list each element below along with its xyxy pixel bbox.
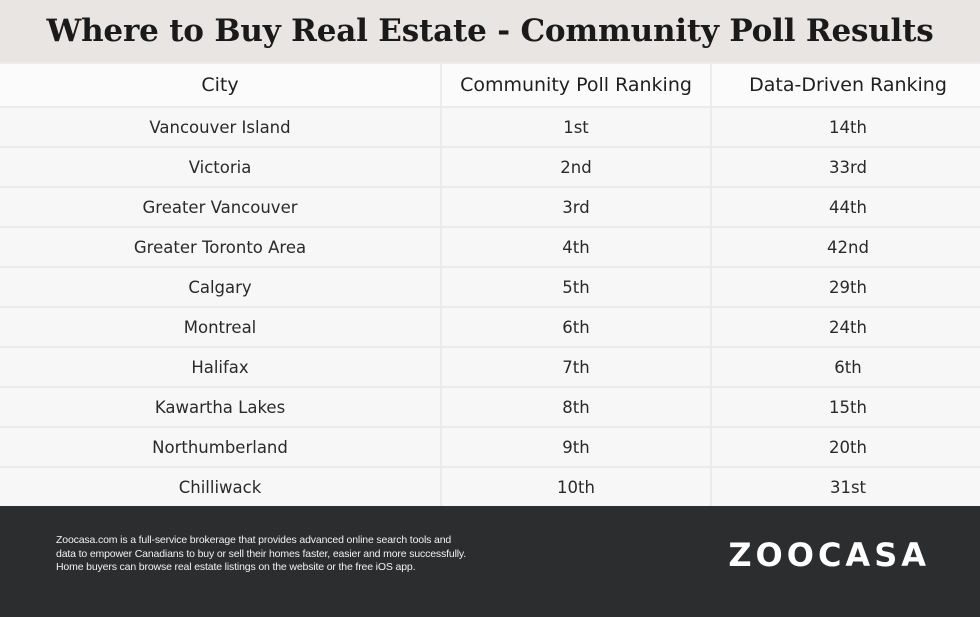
- community-rank-cell: 5th: [442, 268, 710, 306]
- data-rank-cell: 31st: [712, 468, 980, 506]
- footer-disclaimer-line: Home buyers can browse real estate listi…: [56, 561, 416, 573]
- community-rank-cell: 7th: [442, 348, 710, 386]
- table-row: Vancouver Island 1st 14th: [0, 108, 980, 146]
- data-rank-cell: 42nd: [712, 228, 980, 266]
- city-cell: Northumberland: [0, 428, 440, 466]
- table-row: Northumberland 9th 20th: [0, 428, 980, 466]
- data-rank-cell: 15th: [712, 388, 980, 426]
- city-cell: Greater Toronto Area: [0, 228, 440, 266]
- city-cell: Victoria: [0, 148, 440, 186]
- table-row: Kawartha Lakes 8th 15th: [0, 388, 980, 426]
- column-header-data-driven-ranking: Data-Driven Ranking: [712, 64, 980, 106]
- rankings-table-area: City Community Poll Ranking Data-Driven …: [0, 62, 980, 506]
- footer: Zoocasa.com is a full-service brokerage …: [0, 506, 980, 617]
- data-rank-cell: 29th: [712, 268, 980, 306]
- page-title: Where to Buy Real Estate - Community Pol…: [46, 12, 934, 49]
- table-header-row: City Community Poll Ranking Data-Driven …: [0, 64, 980, 106]
- community-rank-cell: 3rd: [442, 188, 710, 226]
- rankings-table: City Community Poll Ranking Data-Driven …: [0, 62, 980, 508]
- city-cell: Greater Vancouver: [0, 188, 440, 226]
- community-rank-cell: 1st: [442, 108, 710, 146]
- column-header-community-poll-ranking: Community Poll Ranking: [442, 64, 710, 106]
- city-cell: Montreal: [0, 308, 440, 346]
- data-rank-cell: 24th: [712, 308, 980, 346]
- table-row: Victoria 2nd 33rd: [0, 148, 980, 186]
- community-rank-cell: 4th: [442, 228, 710, 266]
- table-row: Halifax 7th 6th: [0, 348, 980, 386]
- data-rank-cell: 20th: [712, 428, 980, 466]
- data-rank-cell: 14th: [712, 108, 980, 146]
- community-rank-cell: 6th: [442, 308, 710, 346]
- data-rank-cell: 33rd: [712, 148, 980, 186]
- data-rank-cell: 44th: [712, 188, 980, 226]
- city-cell: Halifax: [0, 348, 440, 386]
- table-row: Chilliwack 10th 31st: [0, 468, 980, 506]
- zoocasa-logo: ZOOCASA: [728, 536, 930, 574]
- community-rank-cell: 2nd: [442, 148, 710, 186]
- community-rank-cell: 9th: [442, 428, 710, 466]
- community-rank-cell: 10th: [442, 468, 710, 506]
- data-rank-cell: 6th: [712, 348, 980, 386]
- city-cell: Calgary: [0, 268, 440, 306]
- footer-disclaimer-line: data to empower Canadians to buy or sell…: [56, 547, 467, 560]
- table-row: Greater Vancouver 3rd 44th: [0, 188, 980, 226]
- city-cell: Vancouver Island: [0, 108, 440, 146]
- city-cell: Kawartha Lakes: [0, 388, 440, 426]
- footer-disclaimer-line: Zoocasa.com is a full-service brokerage …: [56, 534, 452, 546]
- table-row: Montreal 6th 24th: [0, 308, 980, 346]
- footer-disclaimer: Zoocasa.com is a full-service brokerage …: [56, 534, 496, 575]
- table-row: Calgary 5th 29th: [0, 268, 980, 306]
- table-row: Greater Toronto Area 4th 42nd: [0, 228, 980, 266]
- column-header-city: City: [0, 64, 440, 106]
- community-rank-cell: 8th: [442, 388, 710, 426]
- title-bar: Where to Buy Real Estate - Community Pol…: [0, 0, 980, 62]
- city-cell: Chilliwack: [0, 468, 440, 506]
